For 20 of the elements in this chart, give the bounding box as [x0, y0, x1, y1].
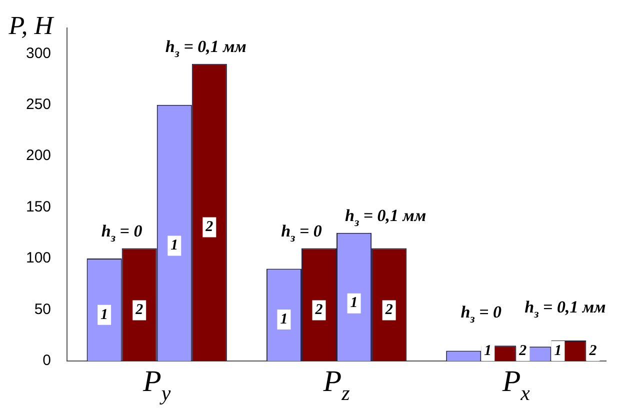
- series-label: 2: [518, 342, 528, 359]
- y-tick-label: 250: [26, 96, 52, 113]
- y-axis-title: P, H: [8, 11, 54, 40]
- text: 1: [280, 311, 288, 328]
- text: 2: [136, 302, 144, 318]
- text: 1: [170, 238, 178, 254]
- y-tick-label: 300: [26, 44, 52, 62]
- y-tick-label: 100: [26, 250, 52, 267]
- y-tick-label: 50: [34, 300, 52, 318]
- series-label: 2: [588, 342, 598, 359]
- y-tick-label: 150: [26, 198, 52, 216]
- text: 2: [385, 302, 393, 318]
- y-tick-label: 0: [42, 352, 52, 370]
- text: 1: [350, 295, 358, 312]
- text: 2: [315, 302, 323, 318]
- y-tick-label: 200: [26, 147, 52, 164]
- text: 2: [206, 219, 214, 236]
- series-label: 1: [484, 342, 492, 359]
- text: 1: [100, 306, 108, 323]
- series-label: 1: [554, 342, 562, 359]
